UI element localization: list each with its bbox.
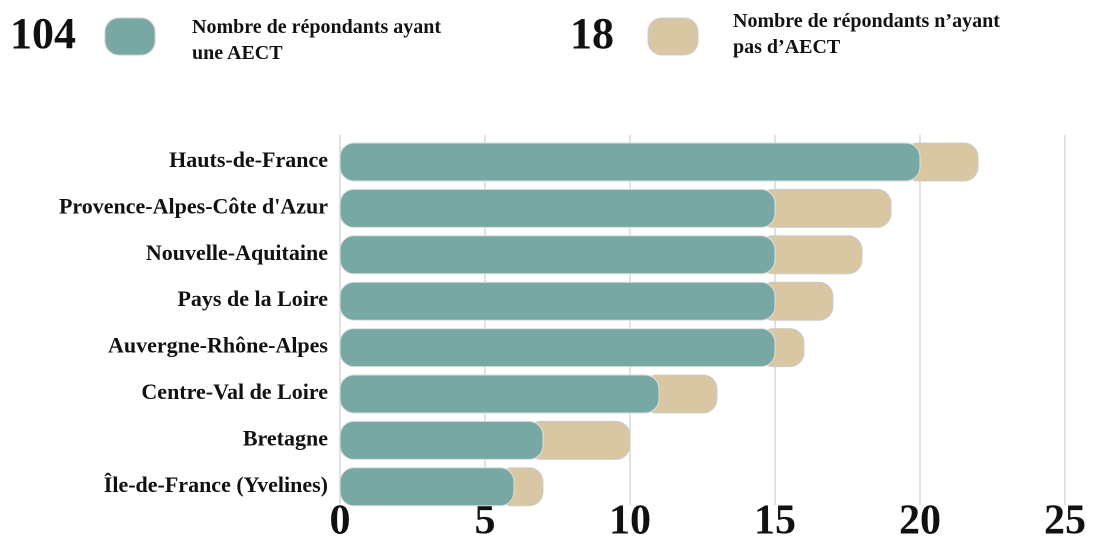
y-tick-label: Hauts-de-France: [169, 147, 328, 172]
bar-segment: [339, 374, 660, 414]
legend-swatch: [647, 17, 699, 56]
y-tick-label: Pays de la Loire: [177, 286, 328, 311]
y-tick-label: Auvergne-Rhône-Alpes: [108, 333, 328, 358]
x-tick-label: 5: [475, 498, 496, 543]
legend-label: Nombre de répondants ayant une AECT: [192, 16, 442, 64]
x-tick-label: 10: [609, 498, 651, 543]
y-tick-label: Bretagne: [243, 425, 328, 450]
y-tick-label: Île-de-France (Yvelines): [104, 472, 328, 497]
bar-segment: [339, 188, 776, 228]
y-tick-label: Centre-Val de Loire: [141, 379, 328, 404]
bar-segment: [339, 281, 776, 321]
legend-label-box: Nombre de répondants ayant une AECT: [192, 16, 442, 64]
legend-total: 18: [570, 9, 614, 58]
legend-label-box: Nombre de répondants n’ayant pas d’AECT: [733, 10, 1000, 58]
x-tick-label: 25: [1044, 498, 1086, 543]
legend-total: 104: [10, 9, 76, 58]
y-tick-label: Provence-Alpes-Côte d'Azur: [59, 193, 328, 218]
x-tick-label: 0: [330, 498, 351, 543]
x-tick-label: 20: [899, 498, 941, 543]
bar-segment: [339, 467, 515, 507]
legend-swatch: [104, 17, 156, 56]
bar-segment: [339, 328, 776, 368]
legend-label: Nombre de répondants n’ayant pas d’AECT: [733, 10, 1000, 58]
y-tick-label: Nouvelle-Aquitaine: [146, 240, 328, 265]
bar-segment: [758, 188, 892, 228]
bar-segment: [339, 235, 776, 275]
bar-segment: [339, 420, 544, 460]
x-tick-label: 15: [754, 498, 796, 543]
bar-segment: [339, 142, 921, 182]
